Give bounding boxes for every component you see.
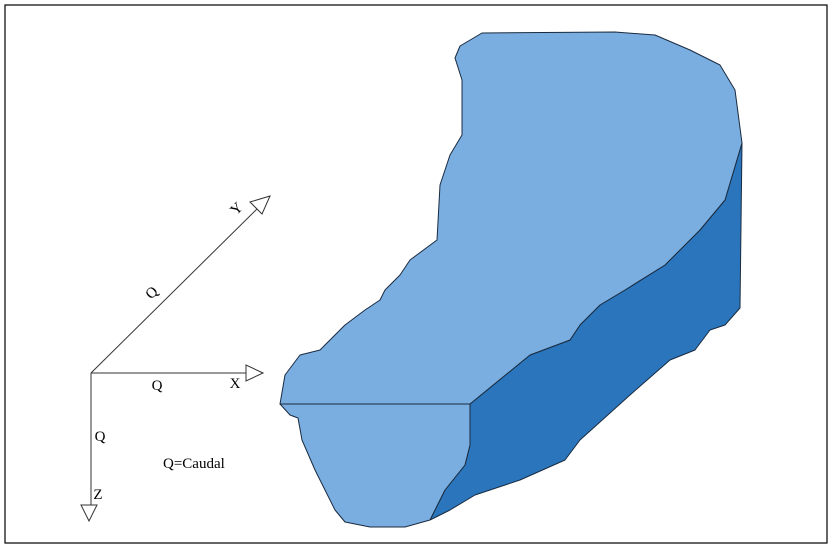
z-label: Z (93, 487, 102, 503)
top-face (279, 31, 743, 405)
y-arrow (249, 195, 271, 215)
axes (80, 195, 271, 523)
z-flow-label: Q (95, 429, 106, 445)
y-axis (90, 204, 262, 374)
x-arrow (245, 364, 265, 382)
z-arrow (80, 504, 98, 523)
channel (279, 31, 743, 528)
legend-text: Q=Caudal (163, 456, 225, 472)
front-face (279, 403, 471, 528)
x-flow-label: Q (152, 378, 163, 394)
x-label: X (230, 376, 241, 392)
